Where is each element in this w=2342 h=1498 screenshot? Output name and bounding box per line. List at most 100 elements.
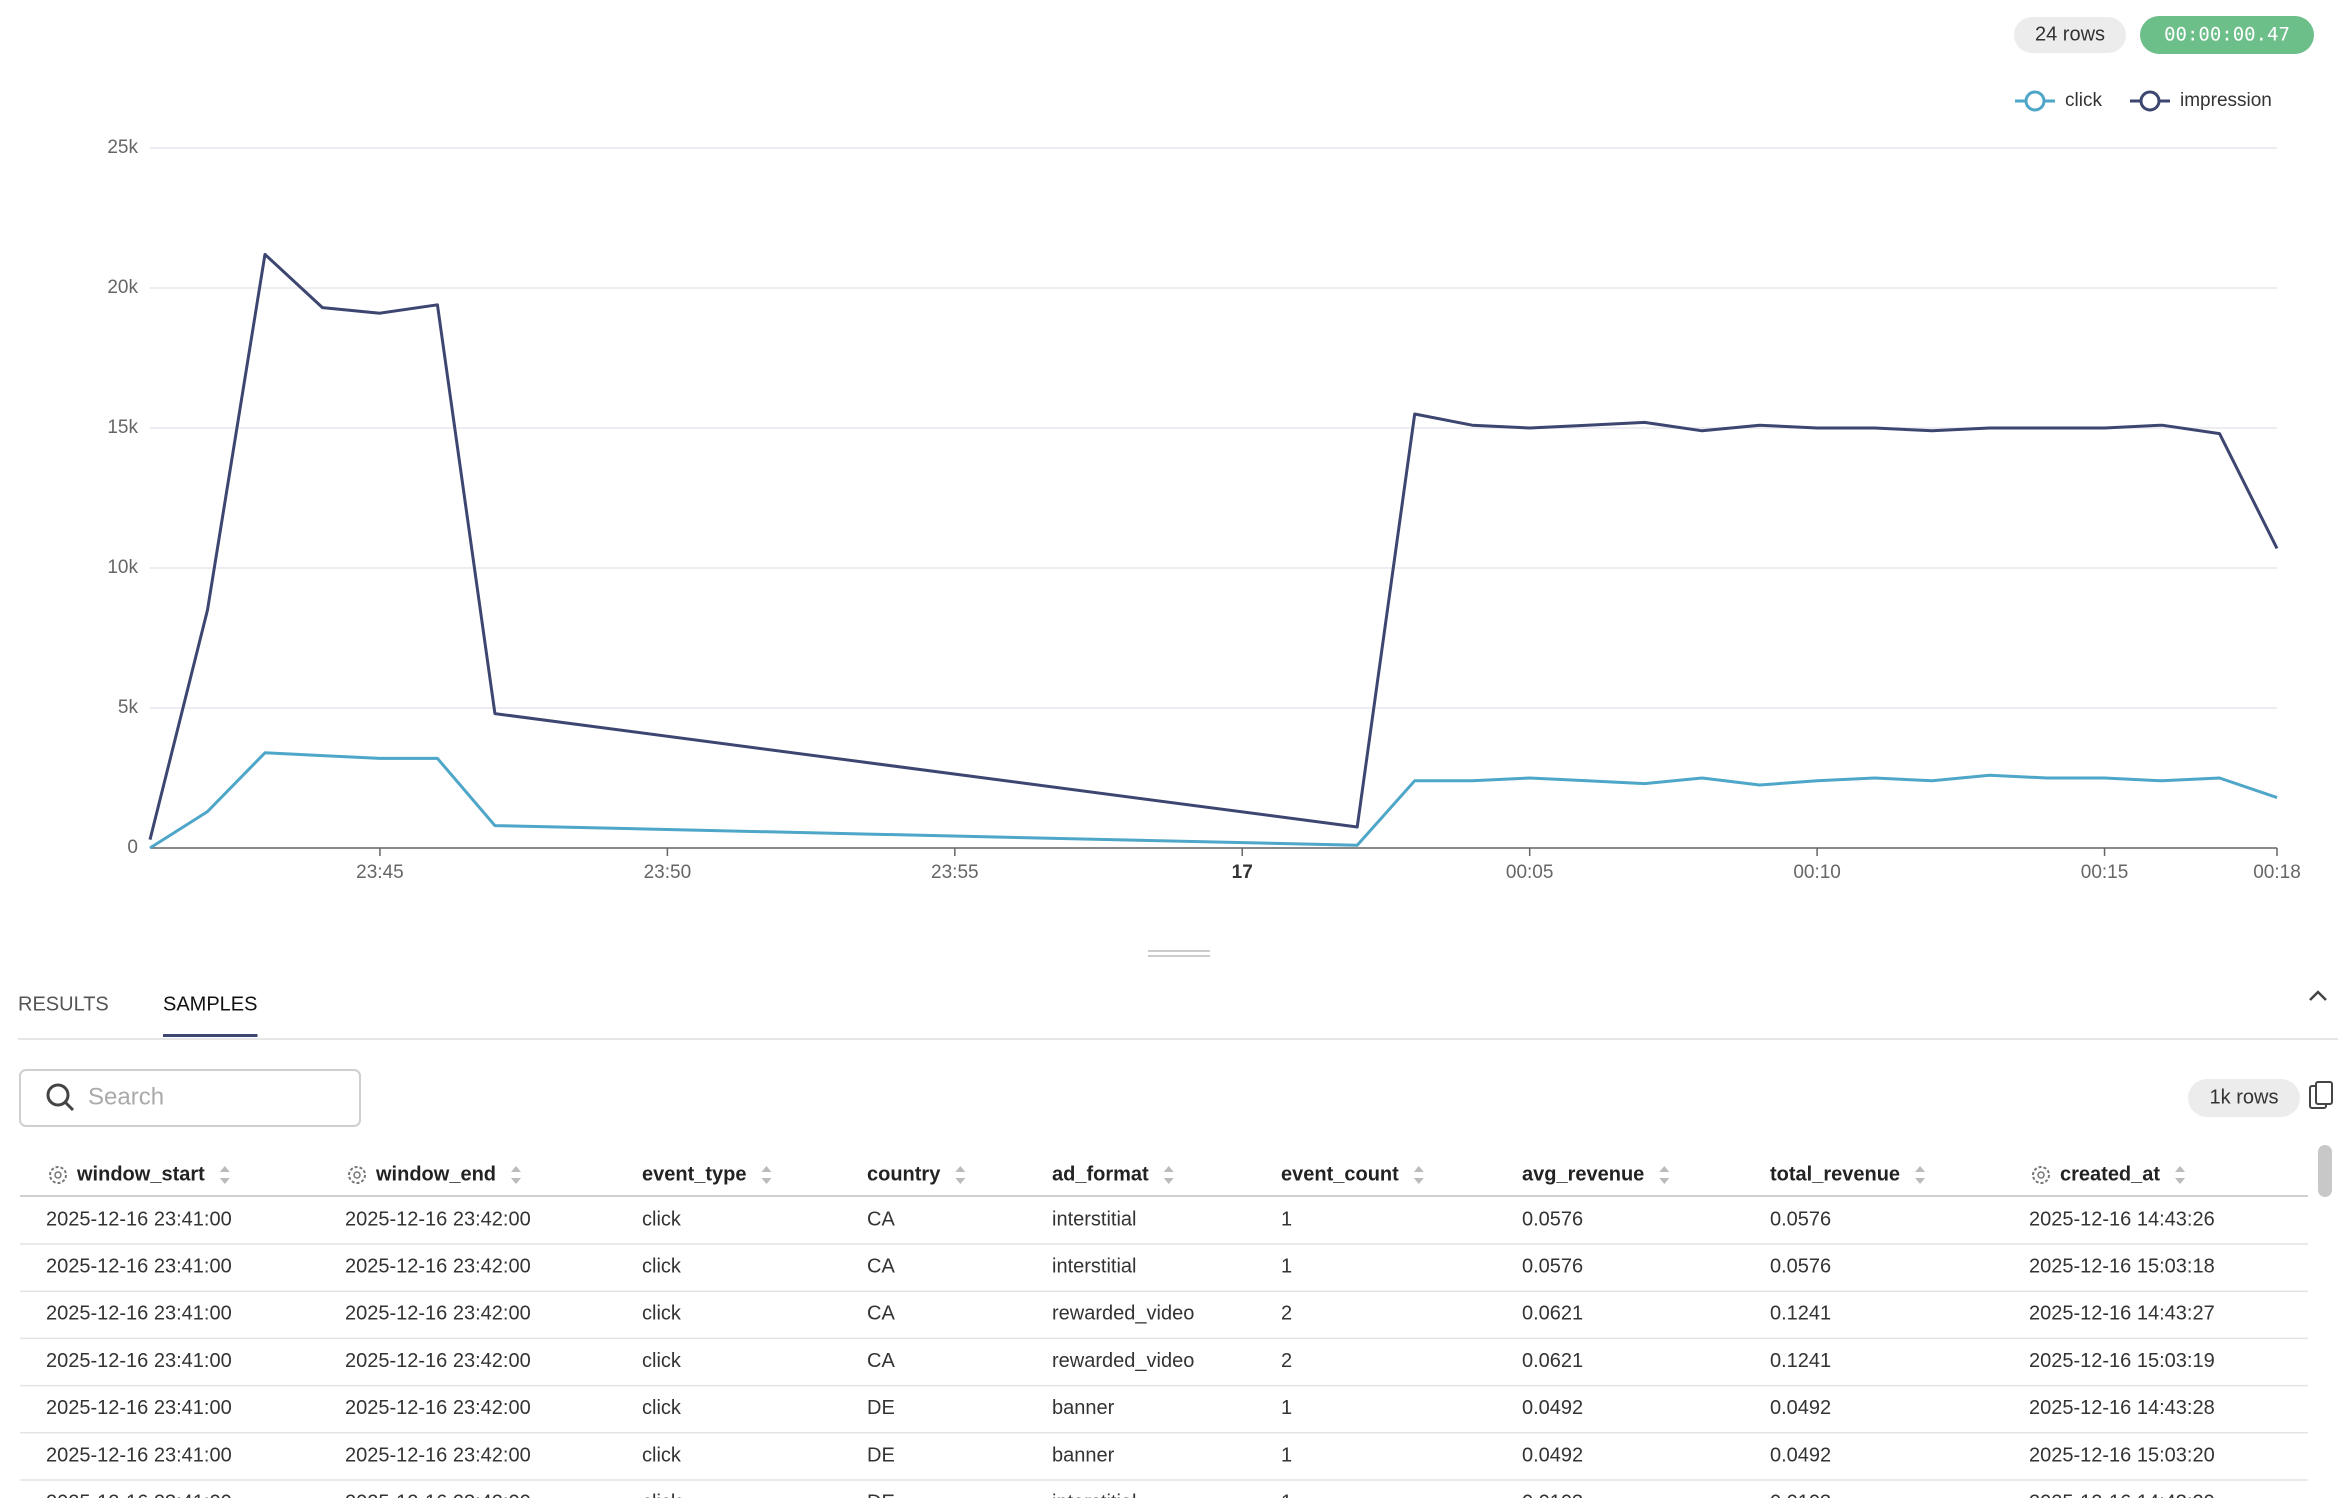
table-cell: 2025-12-16 23:42:00	[345, 1397, 531, 1419]
table-cell: 1	[1281, 1208, 1292, 1230]
table-cell: banner	[1052, 1397, 1115, 1419]
y-tick-label: 25k	[107, 137, 138, 158]
sort-icon[interactable]	[1413, 1166, 1424, 1184]
table-cell: 2025-12-16 14:43:26	[2029, 1208, 2215, 1230]
table-cell: interstitial	[1052, 1491, 1136, 1498]
sort-icon[interactable]	[219, 1166, 230, 1184]
table-cell: CA	[867, 1208, 895, 1230]
column-header[interactable]: avg_revenue	[1522, 1163, 1644, 1185]
sort-icon[interactable]	[511, 1166, 521, 1184]
y-tick-label: 20k	[107, 277, 138, 298]
table-cell: 2025-12-16 15:03:20	[2029, 1444, 2215, 1466]
gear-icon[interactable]	[54, 1171, 62, 1179]
table-cell: interstitial	[1052, 1255, 1136, 1277]
table-cell: 0.0492	[1522, 1444, 1583, 1466]
row-count: 24 rows	[2035, 23, 2105, 45]
table-cell: 2025-12-16 14:43:28	[2029, 1397, 2215, 1419]
table-cell: 0.0576	[1522, 1208, 1583, 1230]
copy-icon[interactable]	[2315, 1081, 2333, 1105]
elapsed-time: 00:00:00.47	[2164, 24, 2290, 46]
table-cell: 0.0621	[1522, 1350, 1583, 1372]
table-cell: 2025-12-16 23:41:00	[46, 1350, 232, 1372]
table-cell: 2025-12-16 23:42:00	[345, 1491, 531, 1498]
table-cell: 2	[1281, 1350, 1292, 1372]
table-cell: 1	[1281, 1491, 1292, 1498]
table-cell: 2	[1281, 1303, 1292, 1325]
y-tick-label: 10k	[107, 557, 138, 578]
tab[interactable]: RESULTS	[18, 993, 109, 1015]
search-box[interactable]	[19, 1069, 361, 1127]
tab-underline	[163, 1034, 258, 1037]
table-cell: 2025-12-16 23:42:00	[345, 1350, 531, 1372]
column-header[interactable]: total_revenue	[1770, 1163, 1900, 1185]
gear-icon[interactable]	[353, 1171, 361, 1179]
x-tick-label: 00:10	[1793, 862, 1841, 883]
sort-icon[interactable]	[1915, 1166, 1926, 1184]
table-cell: click	[642, 1303, 682, 1325]
table-cell: DE	[867, 1444, 895, 1466]
tab[interactable]: SAMPLES	[163, 993, 257, 1015]
table-cell: 2025-12-16 15:03:18	[2029, 1255, 2215, 1277]
series-line	[148, 252, 2279, 840]
table-cell: click	[642, 1397, 682, 1419]
table-cell: click	[642, 1491, 682, 1498]
legend-label[interactable]: click	[2065, 90, 2102, 111]
x-tick-label: 23:55	[931, 862, 979, 883]
column-header[interactable]: window_end	[375, 1163, 496, 1185]
x-tick-label: 00:05	[1506, 862, 1554, 883]
search-icon	[63, 1100, 75, 1112]
gear-icon[interactable]	[2037, 1171, 2045, 1179]
column-header[interactable]: country	[867, 1163, 941, 1185]
column-header[interactable]: ad_format	[1052, 1163, 1149, 1185]
y-tick-label: 15k	[107, 417, 138, 438]
table-cell: click	[642, 1255, 682, 1277]
table-cell: 0.0103	[1770, 1491, 1831, 1498]
table-cell: 2025-12-16 23:42:00	[345, 1208, 531, 1230]
sort-icon[interactable]	[2175, 1166, 2186, 1184]
table-cell: 0.0576	[1770, 1255, 1831, 1277]
table-cell: 0.0492	[1770, 1444, 1831, 1466]
search-placeholder: Search	[88, 1083, 164, 1110]
table-cell: click	[642, 1350, 682, 1372]
gear-icon[interactable]	[49, 1166, 67, 1184]
table-cell: 1	[1281, 1255, 1292, 1277]
table-cell: 2025-12-16 14:43:29	[2029, 1491, 2215, 1498]
x-tick-label: 17	[1232, 862, 1253, 883]
scrollbar[interactable]	[2318, 1145, 2332, 1197]
table-cell: rewarded_video	[1052, 1303, 1194, 1325]
table-cell: 2025-12-16 15:03:19	[2029, 1350, 2215, 1372]
gear-icon[interactable]	[2032, 1166, 2050, 1184]
column-header[interactable]: event_count	[1281, 1163, 1399, 1185]
sort-icon[interactable]	[1163, 1166, 1174, 1184]
x-tick-label: 23:50	[644, 862, 692, 883]
collapse-chevron[interactable]	[2309, 990, 2327, 1001]
table-cell: click	[642, 1208, 682, 1230]
table-row-count-badge	[2188, 1079, 2300, 1117]
legend-label[interactable]: impression	[2180, 90, 2272, 111]
table-cell: 0.0576	[1522, 1255, 1583, 1277]
table-cell: CA	[867, 1350, 895, 1372]
gear-icon[interactable]	[348, 1166, 366, 1184]
column-header[interactable]: event_type	[642, 1163, 747, 1185]
column-header[interactable]: created_at	[2060, 1163, 2160, 1185]
table-cell: 1	[1281, 1444, 1292, 1466]
series-line	[149, 751, 2278, 850]
table-cell: DE	[867, 1491, 895, 1498]
table-cell: 2025-12-16 23:41:00	[46, 1303, 232, 1325]
legend-swatch	[2139, 90, 2161, 112]
table-cell: 0.0492	[1522, 1397, 1583, 1419]
table-cell: 2025-12-16 23:42:00	[345, 1255, 531, 1277]
table-cell: interstitial	[1052, 1208, 1136, 1230]
table-cell: 0.0621	[1522, 1303, 1583, 1325]
table-cell: 0.0492	[1770, 1397, 1831, 1419]
sort-icon[interactable]	[1659, 1166, 1670, 1184]
table-cell: click	[642, 1444, 682, 1466]
column-header[interactable]: window_start	[76, 1163, 205, 1185]
sort-icon[interactable]	[761, 1166, 772, 1184]
search-icon	[46, 1083, 70, 1107]
elapsed-badge	[2140, 16, 2314, 54]
table-cell: DE	[867, 1397, 895, 1419]
table-cell: 0.0576	[1770, 1208, 1831, 1230]
sort-icon[interactable]	[955, 1166, 966, 1184]
x-tick-label: 00:18	[2253, 862, 2301, 883]
